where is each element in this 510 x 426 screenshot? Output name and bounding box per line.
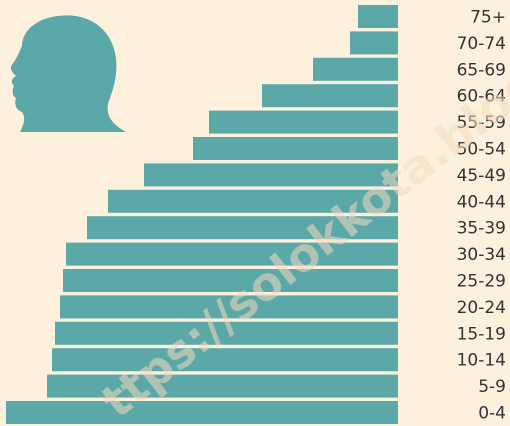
bar: [47, 374, 398, 398]
category-label: 45-49: [457, 166, 506, 186]
bar: [6, 401, 398, 424]
bar: [52, 348, 398, 372]
bar: [108, 189, 398, 213]
bar: [350, 31, 398, 55]
bar: [209, 110, 398, 134]
head-silhouette: [10, 15, 127, 133]
category-label: 25-29: [457, 272, 506, 292]
bar: [55, 321, 398, 345]
category-label: 60-64: [457, 87, 506, 107]
category-label: 55-59: [457, 113, 506, 133]
bar: [358, 5, 398, 28]
category-label: 65-69: [457, 60, 506, 80]
category-label: 75+: [470, 8, 506, 28]
category-label: 35-39: [457, 219, 506, 239]
category-label: 40-44: [457, 192, 506, 212]
bar: [262, 84, 398, 108]
bar: [87, 216, 398, 240]
bar: [60, 295, 398, 319]
category-label: 20-24: [457, 298, 506, 318]
category-label: 15-19: [457, 324, 506, 344]
bar: [193, 137, 398, 160]
bar: [144, 163, 398, 187]
category-label: 30-34: [457, 245, 506, 265]
category-label: 50-54: [457, 140, 506, 160]
bar: [66, 242, 398, 266]
category-label: 70-74: [457, 34, 506, 54]
bar: [313, 57, 398, 81]
category-label: 5-9: [478, 377, 506, 397]
category-label: 10-14: [457, 351, 506, 371]
category-label: 0-4: [478, 404, 506, 424]
bar: [63, 269, 398, 292]
